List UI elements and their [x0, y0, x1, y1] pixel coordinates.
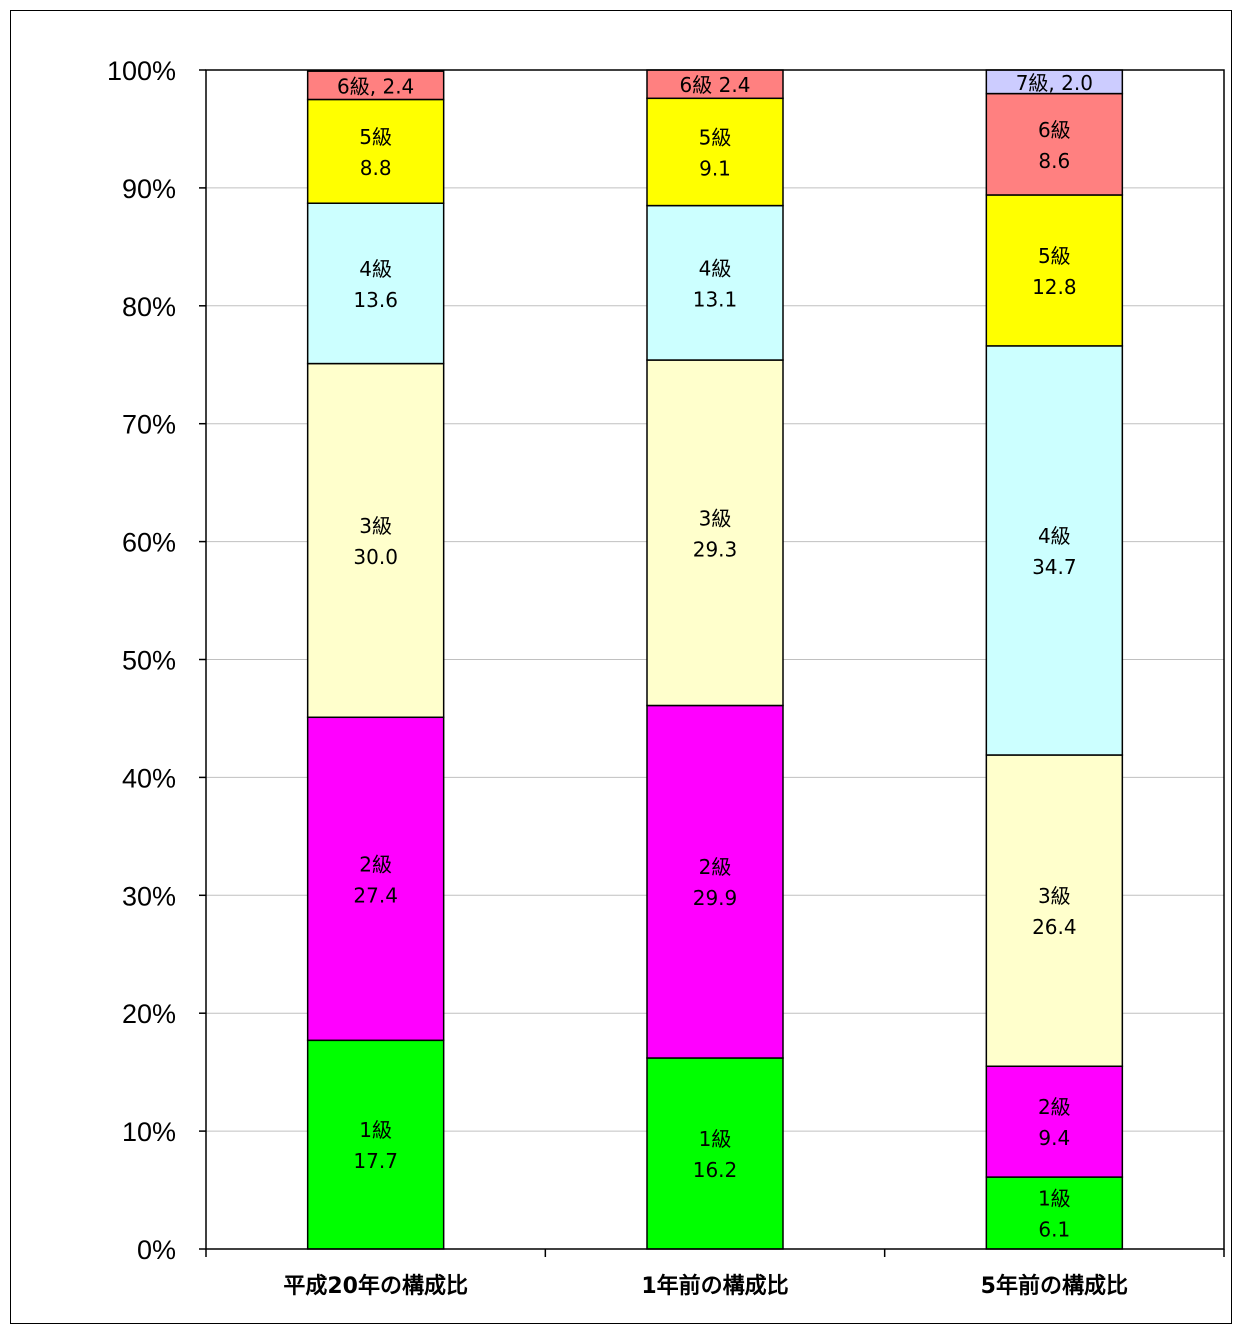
data-label: 26.4 — [1032, 915, 1077, 939]
data-label: 13.1 — [693, 287, 738, 311]
bar-segment — [646, 204, 784, 361]
data-label: 9.1 — [699, 156, 731, 180]
data-label: 12.8 — [1032, 275, 1077, 299]
bar-segment — [985, 194, 1124, 347]
data-label: 9.4 — [1038, 1126, 1070, 1150]
data-label: 30.0 — [353, 545, 398, 569]
data-label: 8.6 — [1038, 149, 1070, 173]
bar-segment — [646, 1057, 784, 1250]
data-label: 5級 — [359, 125, 392, 149]
bar-segment — [646, 359, 784, 707]
y-tick-label: 80% — [122, 292, 176, 322]
data-label: 29.9 — [693, 886, 738, 910]
data-label: 3級 — [359, 514, 392, 538]
data-label: 2級 — [699, 855, 732, 879]
data-label: 7級, 2.0 — [1016, 71, 1093, 95]
data-label: 1級 — [699, 1127, 732, 1151]
data-label: 16.2 — [693, 1158, 738, 1182]
bar-segment — [306, 716, 445, 1042]
bar-segment — [985, 345, 1124, 756]
x-tick-label: 1年前の構成比 — [641, 1273, 788, 1299]
x-tick-label: 5年前の構成比 — [981, 1273, 1128, 1299]
y-tick-label: 40% — [122, 763, 176, 793]
bar-segment — [306, 70, 445, 101]
data-label: 6級 — [1038, 118, 1071, 142]
bar-segment — [646, 97, 784, 207]
data-label: 6級 2.4 — [680, 73, 751, 97]
y-tick-label: 0% — [137, 1235, 176, 1265]
bar-segment — [306, 1039, 445, 1250]
data-label: 5級 — [1038, 244, 1071, 268]
data-label: 5級 — [699, 125, 732, 149]
bar-segment — [306, 362, 445, 719]
x-tick-label: 平成20年の構成比 — [283, 1273, 468, 1299]
data-label: 6.1 — [1038, 1218, 1070, 1242]
data-label: 6級, 2.4 — [337, 74, 414, 98]
y-tick-label: 100% — [107, 56, 176, 86]
data-label: 4級 — [1038, 524, 1071, 548]
data-label: 27.4 — [353, 883, 398, 907]
y-tick-label: 90% — [122, 174, 176, 204]
data-label: 13.6 — [353, 288, 398, 312]
data-label: 2級 — [359, 852, 392, 876]
data-label: 29.3 — [693, 537, 738, 561]
y-tick-label: 20% — [122, 999, 176, 1029]
y-tick-label: 70% — [122, 410, 176, 440]
labels: 0% 10% 20% 30% 40% 50% 60% 70% 80% 90% 100% 1級 17.7 2… — [107, 56, 1128, 1299]
bar-segment — [646, 69, 784, 100]
bar-segment — [985, 92, 1124, 196]
data-label: 34.7 — [1032, 555, 1077, 579]
axes — [199, 69, 1225, 1257]
bar-segment — [646, 704, 784, 1059]
plot-area — [205, 69, 1225, 1250]
bar-segment — [306, 98, 445, 204]
y-tick-label: 60% — [122, 528, 176, 558]
bar-segment — [985, 1065, 1124, 1178]
data-label: 8.8 — [360, 156, 392, 180]
bar-segment — [985, 1176, 1124, 1250]
data-label: 3級 — [699, 506, 732, 530]
data-label: 2級 — [1038, 1095, 1071, 1119]
y-tick-label: 50% — [122, 646, 176, 676]
data-label: 17.7 — [353, 1149, 398, 1173]
bar-segment — [306, 202, 445, 365]
data-label: 1級 — [359, 1118, 392, 1142]
data-label: 4級 — [359, 257, 392, 281]
data-label: 1級 — [1038, 1187, 1071, 1211]
y-tick-label: 30% — [122, 881, 176, 911]
bars — [306, 69, 1124, 1250]
data-label: 4級 — [699, 256, 732, 280]
data-label: 3級 — [1038, 884, 1071, 908]
bar-segment — [985, 754, 1124, 1068]
y-tick-label: 10% — [122, 1117, 176, 1147]
